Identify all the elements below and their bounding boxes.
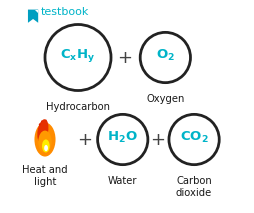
Polygon shape <box>28 10 38 23</box>
Text: Carbon
dioxide: Carbon dioxide <box>176 176 212 198</box>
Text: +: + <box>150 131 165 148</box>
Text: +: + <box>77 131 92 148</box>
Ellipse shape <box>39 123 41 126</box>
Ellipse shape <box>35 122 56 157</box>
Text: $\mathregular{C_xH_y}$: $\mathregular{C_xH_y}$ <box>60 47 96 64</box>
Ellipse shape <box>41 121 42 122</box>
Text: $\mathregular{CO_2}$: $\mathregular{CO_2}$ <box>180 130 209 145</box>
Text: +: + <box>117 49 132 66</box>
Ellipse shape <box>42 140 50 152</box>
Text: Water: Water <box>108 176 137 186</box>
Ellipse shape <box>44 145 48 151</box>
Text: $\mathregular{H_2O}$: $\mathregular{H_2O}$ <box>107 130 138 145</box>
Text: testbook: testbook <box>41 7 89 17</box>
Text: Oxygen: Oxygen <box>146 94 184 104</box>
Ellipse shape <box>37 119 49 143</box>
Text: $\mathregular{O_2}$: $\mathregular{O_2}$ <box>156 48 175 63</box>
Text: Hydrocarbon: Hydrocarbon <box>46 102 110 112</box>
Ellipse shape <box>45 120 46 121</box>
Ellipse shape <box>38 131 52 153</box>
Polygon shape <box>35 10 38 13</box>
Text: Heat and
light: Heat and light <box>22 165 68 187</box>
